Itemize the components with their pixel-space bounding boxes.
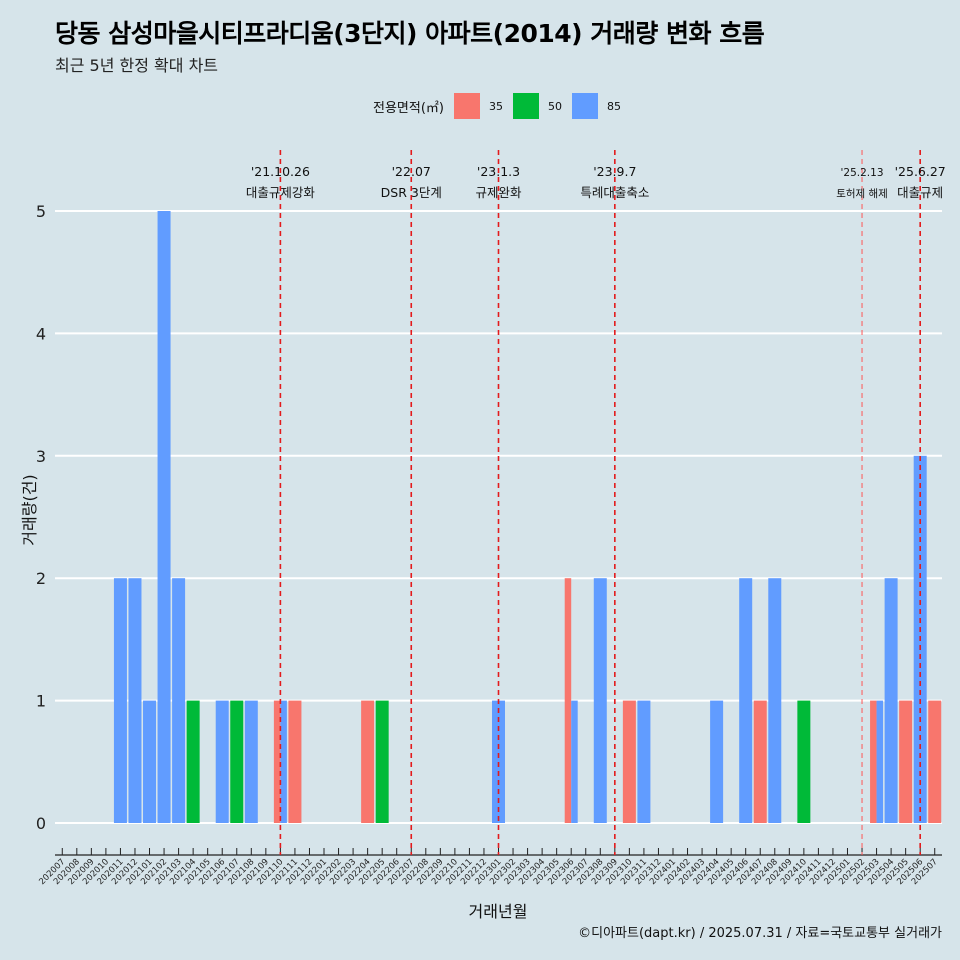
policy-date: '23.9.7 — [593, 164, 636, 179]
bar-35-202505 — [899, 700, 913, 823]
bar-35-202204 — [361, 700, 375, 823]
y-tick-label: 5 — [36, 202, 46, 221]
x-axis-title: 거래년월 — [468, 902, 528, 921]
policy-label: 규제완화 — [475, 185, 522, 200]
policy-date: '21.10.26 — [251, 164, 310, 179]
bar-35-202407 — [753, 700, 767, 823]
policy-label: 특례대출축소 — [580, 185, 649, 200]
bar-85-202503 — [876, 700, 884, 823]
bar-35-202111 — [288, 700, 302, 823]
y-tick-label: 1 — [36, 692, 46, 711]
bar-50-202205 — [375, 700, 389, 823]
policy-label: DSR 3단계 — [381, 185, 442, 200]
legend: 전용면적(㎡) 35 50 85 — [373, 92, 631, 120]
y-axis-title: 거래량(건) — [20, 474, 39, 546]
legend-label-85: 85 — [606, 99, 621, 113]
bar-85-202308 — [593, 578, 607, 823]
legend-label-50: 50 — [547, 99, 562, 113]
bar-85-202108 — [244, 700, 258, 823]
bar-35-202503 — [870, 700, 877, 823]
bar-85-202311 — [637, 700, 651, 823]
y-tick-label: 0 — [36, 814, 46, 833]
policy-date: '25.6.27 — [895, 164, 946, 179]
bar-35-202110 — [273, 700, 281, 823]
policy-date: '23.1.3 — [477, 164, 520, 179]
bar-50-202104 — [186, 700, 200, 823]
bar-50-202107 — [230, 700, 244, 823]
bar-85-202306 — [571, 700, 578, 823]
bar-85-202408 — [768, 578, 782, 823]
bar-85-202404 — [710, 700, 724, 823]
policy-label: 토허제 해제 — [836, 187, 888, 200]
bar-85-202110 — [280, 700, 287, 823]
bar-35-202310 — [622, 700, 636, 823]
y-tick-label: 4 — [36, 324, 46, 343]
y-tick-label: 2 — [36, 569, 46, 588]
chart-title: 당동 삼성마을시티프라디움(3단지) 아파트(2014) 거래량 변화 흐름 — [55, 19, 765, 48]
bar-85-202011 — [113, 578, 127, 823]
y-tick-label: 3 — [36, 447, 46, 466]
policy-label: 대출규제강화 — [246, 185, 316, 200]
source-caption: ©디아파트(dapt.kr) / 2025.07.31 / 자료=국토교통부 실… — [578, 926, 942, 941]
policy-date: '22.07 — [392, 164, 431, 179]
bar-85-202406 — [739, 578, 753, 823]
bar-35-202306 — [564, 578, 572, 823]
bar-85-202301 — [492, 700, 505, 823]
bar-85-202102 — [157, 211, 171, 823]
bar-85-202101 — [143, 700, 157, 823]
bar-35-202507 — [928, 700, 942, 823]
legend-key-85 — [571, 93, 598, 119]
legend-label-35: 35 — [488, 99, 503, 113]
bar-85-202504 — [884, 578, 898, 823]
bar-85-202012 — [128, 578, 142, 823]
chart-subtitle: 최근 5년 한정 확대 차트 — [55, 56, 219, 75]
bar-85-202103 — [172, 578, 186, 823]
policy-label: 대출규제 — [897, 185, 943, 200]
bar-85-202106 — [215, 700, 229, 823]
legend-key-35 — [453, 93, 480, 119]
legend-title: 전용면적(㎡) — [373, 100, 444, 116]
legend-key-50 — [512, 93, 539, 119]
bar-50-202410 — [797, 700, 811, 823]
policy-date: '25.2.13 — [841, 167, 884, 179]
